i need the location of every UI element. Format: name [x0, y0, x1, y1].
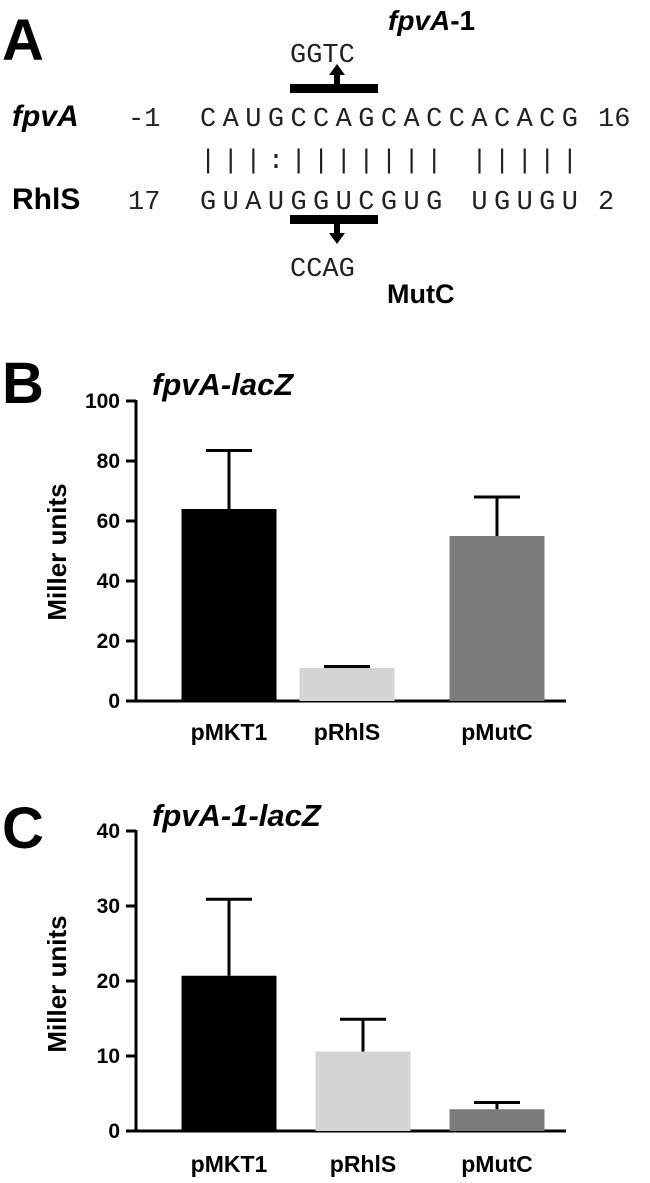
- chart-b-plot: 0 20 40 60 80 100 pMKT1 pRhlS pMutC: [85, 390, 566, 745]
- rhls-start-position: 17: [128, 188, 160, 218]
- x-category-label: pMutC: [461, 1151, 533, 1177]
- fpva-end-position: 16: [598, 105, 630, 135]
- panel-a-letter: A: [2, 8, 44, 73]
- chart-c-y-axis-title: Miller units: [42, 915, 72, 1052]
- bar-prhls: [315, 1051, 411, 1131]
- y-tick-label: 20: [97, 630, 120, 653]
- chart-b-title: fpvA-lacZ: [152, 367, 294, 402]
- panel-b: B fpvA-lacZ Miller units 0 20 40 60 80 100 pMK…: [2, 351, 566, 745]
- y-tick-label: 100: [85, 390, 120, 413]
- bar-pmutc: [449, 536, 545, 701]
- y-tick-label: 60: [97, 510, 120, 533]
- panel-c-letter: C: [2, 796, 44, 861]
- chart-c-plot: 0 10 20 30 40 pMKT1 pRhlS pMutC: [97, 820, 566, 1177]
- top-mutant-label: fpvA-1: [388, 5, 475, 36]
- bottom-mutant-label: MutC: [387, 279, 454, 309]
- bar-pmutc: [449, 1109, 545, 1131]
- x-category-label: pRhlS: [314, 719, 380, 745]
- fpva-start-position: -1: [128, 105, 160, 135]
- bottom-arrow-shaft: [334, 222, 340, 236]
- bar-pmkt1: [181, 509, 277, 701]
- y-tick-label: 0: [108, 1120, 120, 1143]
- bar-pmkt1: [181, 975, 277, 1131]
- chart-c-title: fpvA-1-lacZ: [152, 798, 322, 833]
- rhls-row-label: RhlS: [12, 183, 80, 216]
- bar-prhls: [299, 668, 395, 701]
- y-tick-label: 80: [97, 450, 120, 473]
- down-arrow-icon: [329, 233, 345, 244]
- y-tick-label: 40: [97, 570, 120, 593]
- x-category-label: pMKT1: [191, 1151, 268, 1177]
- base-pairing: |||:||||||| |||||: [200, 147, 578, 177]
- y-tick-label: 10: [97, 1045, 120, 1068]
- x-category-label: pMutC: [461, 719, 533, 745]
- panel-c: C fpvA-1-lacZ Miller units 0 10 20 30 40 pMKT…: [2, 796, 566, 1177]
- up-arrow-icon: [329, 64, 345, 75]
- top-mutation-bar: [290, 84, 378, 93]
- panel-b-letter: B: [2, 351, 44, 416]
- x-category-label: pRhlS: [330, 1151, 396, 1177]
- y-tick-label: 0: [108, 690, 120, 713]
- chart-b-y-axis-title: Miller units: [42, 483, 72, 620]
- panel-a: A fpvA-1 GGTC fpvA -1 CAUGCCAGCACCACACG …: [2, 5, 630, 309]
- top-substitution: GGTC: [290, 41, 355, 71]
- x-category-label: pMKT1: [191, 719, 268, 745]
- fpva-sequence: CAUGCCAGCACCACACG: [200, 105, 578, 135]
- top-mutant-name: fpvA: [388, 5, 450, 36]
- rhls-end-position: 2: [598, 188, 614, 218]
- y-tick-label: 30: [97, 895, 120, 918]
- bottom-mutation-bar: [290, 215, 378, 224]
- bottom-substitution: CCAG: [290, 255, 355, 285]
- fpva-row-label: fpvA: [12, 100, 79, 133]
- y-tick-label: 20: [97, 970, 120, 993]
- y-tick-label: 40: [97, 820, 120, 843]
- rhls-sequence: GUAUGGUCGUG UGUGU: [200, 188, 578, 218]
- top-arrow-shaft: [334, 72, 340, 86]
- top-mutant-suffix: -1: [450, 5, 475, 36]
